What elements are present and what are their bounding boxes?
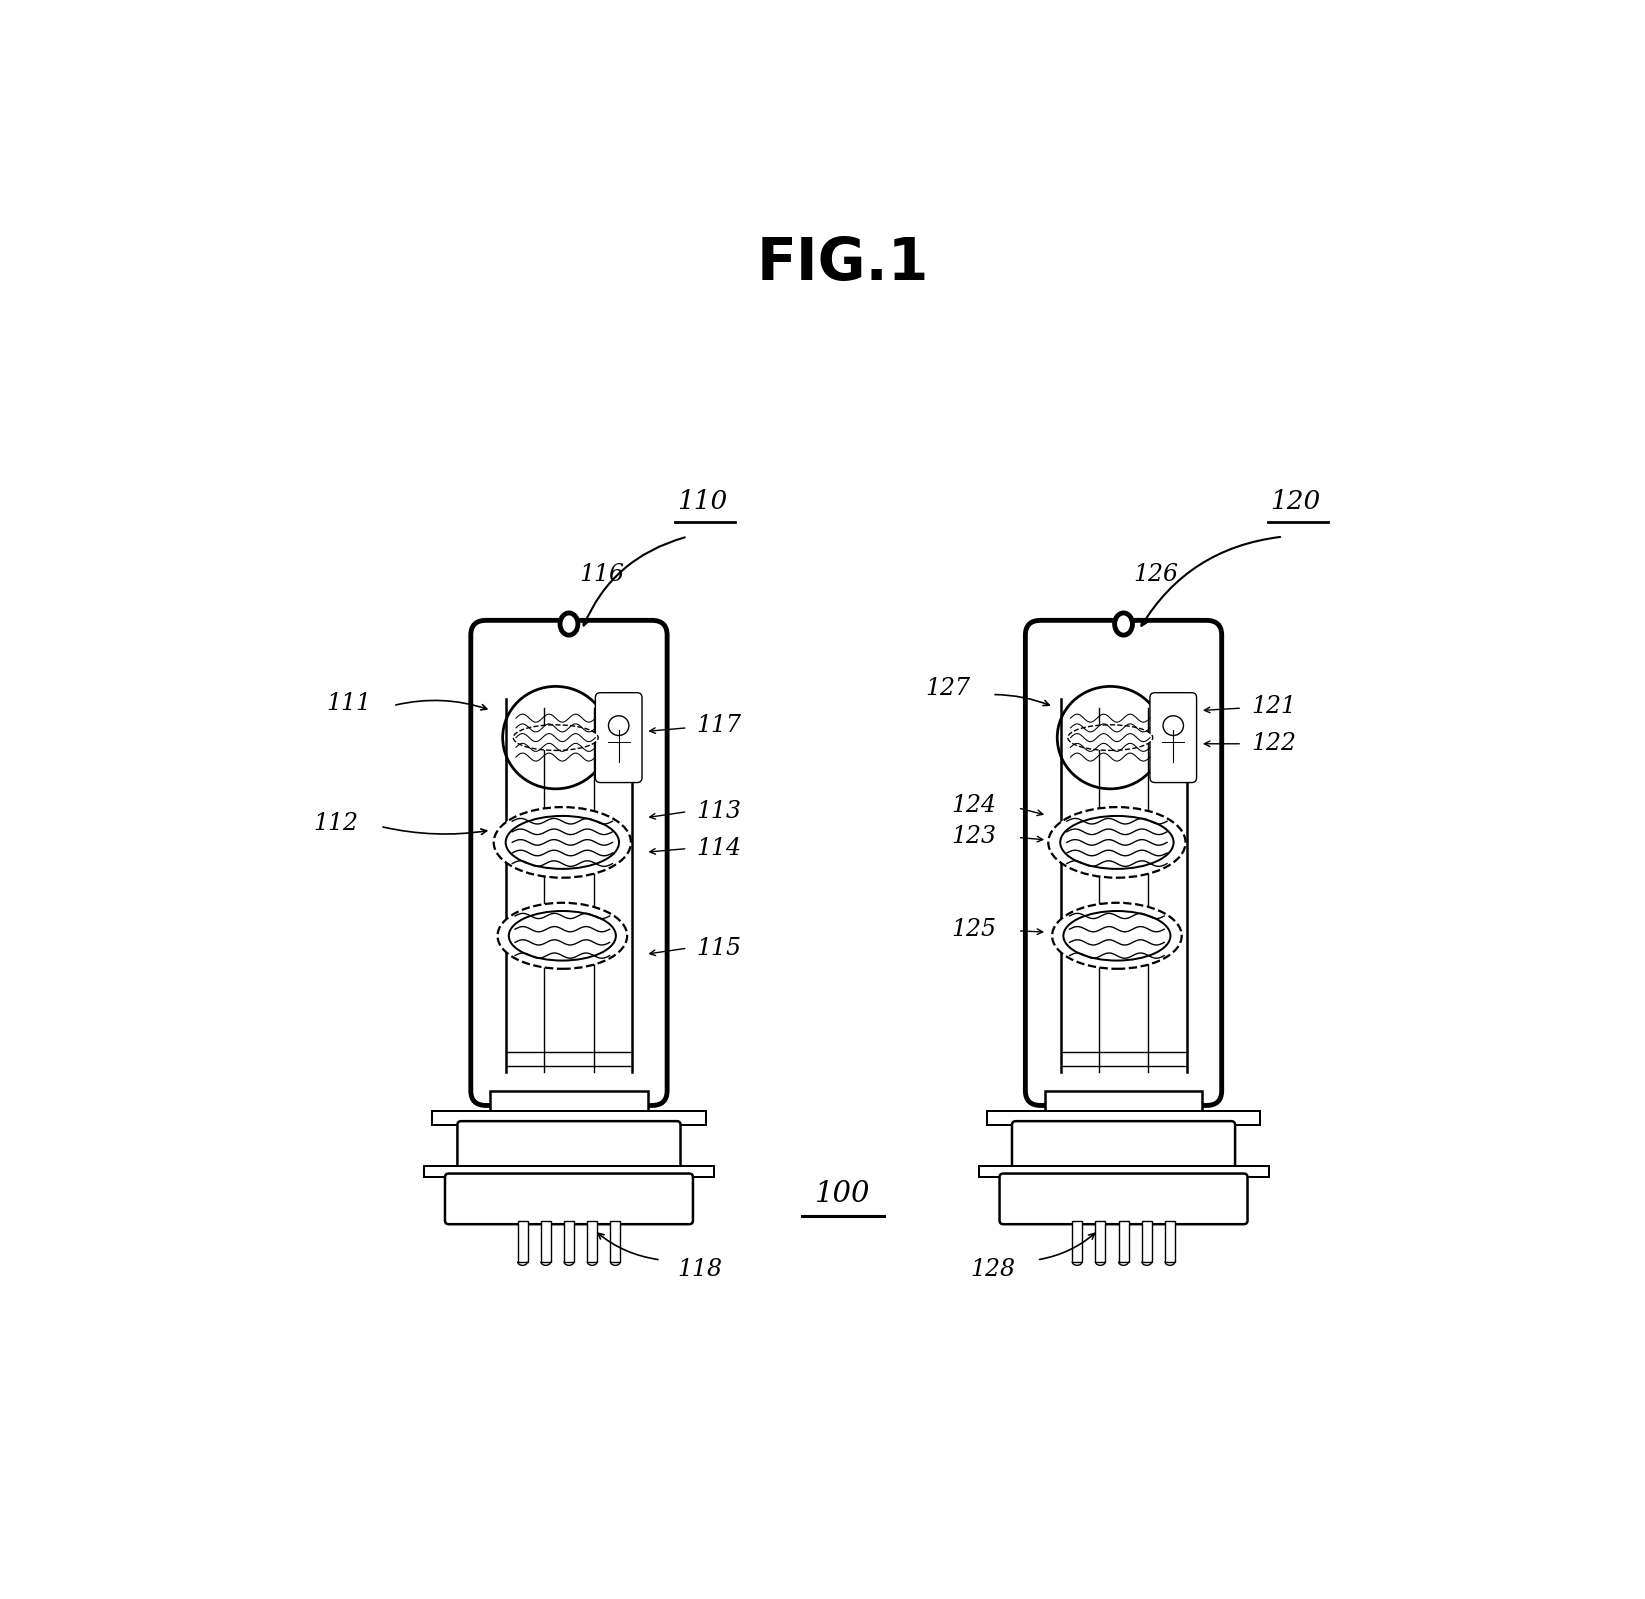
Text: 122: 122 xyxy=(1252,732,1296,755)
Text: 127: 127 xyxy=(926,676,971,700)
Text: FIG.1: FIG.1 xyxy=(757,235,929,293)
Text: 100: 100 xyxy=(816,1180,870,1207)
Ellipse shape xyxy=(513,724,599,750)
Ellipse shape xyxy=(1048,807,1186,878)
Ellipse shape xyxy=(505,815,619,868)
Text: 117: 117 xyxy=(696,713,742,737)
Ellipse shape xyxy=(559,612,577,635)
FancyBboxPatch shape xyxy=(446,1174,693,1225)
Bar xyxy=(433,1111,706,1124)
Bar xyxy=(1045,1091,1202,1111)
Ellipse shape xyxy=(1115,612,1132,635)
FancyBboxPatch shape xyxy=(470,620,668,1105)
FancyBboxPatch shape xyxy=(1012,1121,1235,1169)
Text: 111: 111 xyxy=(326,692,372,715)
Bar xyxy=(1119,1220,1128,1262)
FancyBboxPatch shape xyxy=(457,1121,681,1169)
Bar xyxy=(564,1220,574,1262)
Ellipse shape xyxy=(1053,903,1181,969)
Text: 123: 123 xyxy=(951,825,997,847)
Text: 126: 126 xyxy=(1133,563,1179,585)
FancyBboxPatch shape xyxy=(595,692,642,782)
Text: 125: 125 xyxy=(951,918,997,942)
Bar xyxy=(987,1111,1260,1124)
Bar xyxy=(1142,1220,1152,1262)
Text: 114: 114 xyxy=(696,836,742,860)
Ellipse shape xyxy=(497,903,627,969)
Bar xyxy=(979,1166,1268,1177)
Text: 110: 110 xyxy=(678,489,727,515)
Bar xyxy=(1096,1220,1105,1262)
Text: 112: 112 xyxy=(314,812,359,835)
Ellipse shape xyxy=(508,911,615,961)
Text: 121: 121 xyxy=(1252,696,1296,718)
Bar xyxy=(587,1220,597,1262)
Bar xyxy=(1165,1220,1175,1262)
Text: 113: 113 xyxy=(696,800,742,823)
Text: 120: 120 xyxy=(1270,489,1321,515)
Ellipse shape xyxy=(1068,724,1153,750)
FancyBboxPatch shape xyxy=(1150,692,1196,782)
Text: 115: 115 xyxy=(696,937,742,959)
FancyBboxPatch shape xyxy=(1000,1174,1247,1225)
FancyBboxPatch shape xyxy=(1025,620,1222,1105)
Text: 128: 128 xyxy=(971,1258,1015,1281)
Bar xyxy=(541,1220,551,1262)
Text: 116: 116 xyxy=(579,563,623,585)
Ellipse shape xyxy=(494,807,632,878)
Text: 124: 124 xyxy=(951,795,997,817)
Ellipse shape xyxy=(1063,911,1171,961)
Bar xyxy=(490,1091,648,1111)
Ellipse shape xyxy=(1061,815,1173,868)
Bar xyxy=(424,1166,714,1177)
Bar xyxy=(1073,1220,1082,1262)
Bar xyxy=(518,1220,528,1262)
Bar xyxy=(610,1220,620,1262)
Text: 118: 118 xyxy=(678,1258,722,1281)
